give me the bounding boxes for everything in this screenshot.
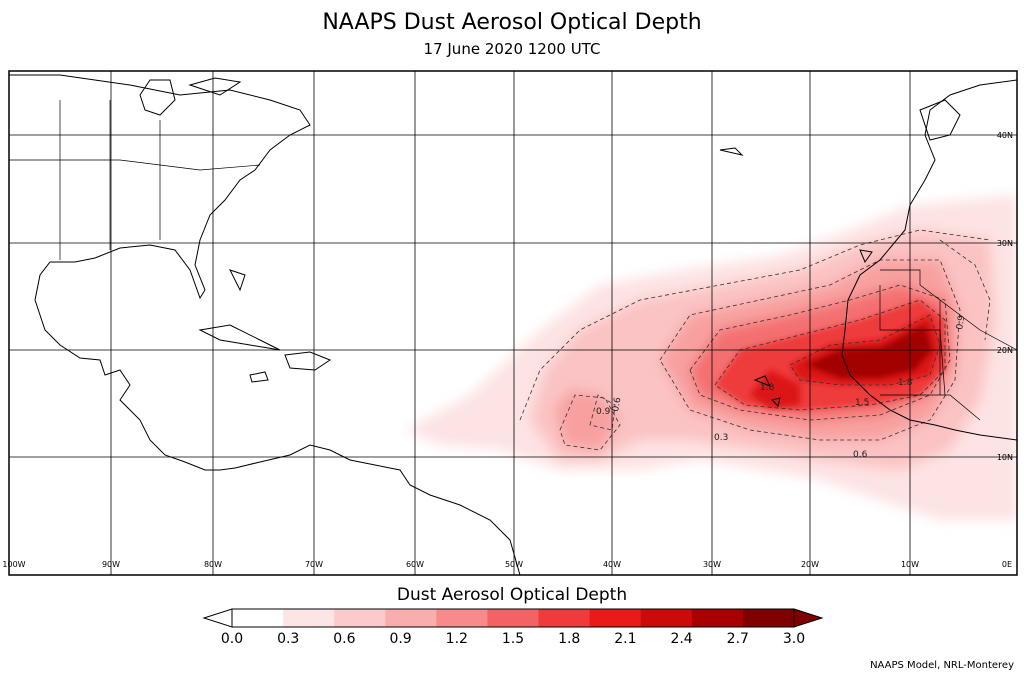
lat-label: 40N [997,131,1013,140]
colorbar-tick-label: 3.0 [783,631,805,647]
contour-label: 0.3 [714,433,728,443]
lat-labels: 40N 30N 20N 10N [997,131,1013,462]
contour-lines [519,229,991,451]
contour-label: 1.8 [898,378,913,388]
map-title: NAAPS Dust Aerosol Optical Depth [322,10,702,35]
colorbar-min-arrow [202,608,233,628]
colorbar-cell [334,609,386,627]
contour-label: 0.6 [611,396,623,412]
contour-label: 0.9 [596,407,611,417]
contour-label: 1.8 [760,383,775,393]
colorbar-cell [232,609,284,627]
graticule [9,71,1017,575]
colorbar-cell [283,609,335,627]
colorbar-tick-label: 2.4 [670,631,692,647]
colorbar-tick-label: 0.3 [277,631,299,647]
colorbar-cell [538,609,591,627]
lat-label: 20N [997,346,1013,355]
colorbar-tick-label: 1.5 [502,631,524,647]
colorbar-tick-label: 0.9 [389,631,411,647]
colorbar-max-arrow [793,608,824,628]
borders [9,100,1017,421]
model-credit: NAAPS Model, NRL-Monterey [870,660,1014,671]
contour-label: 0.6 [853,450,868,460]
lon-label: 70W [305,560,323,569]
lon-label: 90W [102,560,120,569]
dust-plume [405,195,1017,520]
colorbar-cell [640,609,693,627]
colorbar-tick-label: 1.2 [446,631,468,647]
colorbar: 0.0 0.3 0.6 0.9 1.2 1.5 1.8 2.1 2.4 2.7 3.0 [202,608,824,647]
colorbar-title: Dust Aerosol Optical Depth [396,585,628,605]
lon-label: 80W [204,560,222,569]
lon-label: 60W [406,560,424,569]
map-frame [8,70,1018,576]
map-subtitle: 17 June 2020 1200 UTC [423,40,601,58]
colorbar-cell [385,609,437,627]
lon-label: 50W [505,560,523,569]
contour-label: 1.5 [855,398,869,408]
lon-label: 30W [703,560,721,569]
colorbar-cell [742,609,795,627]
colorbar-cell [487,609,540,627]
coastlines [9,74,1017,575]
lon-labels: 100W 90W 80W 70W 60W 50W 40W 30W 20W 10W… [2,560,1012,569]
colorbar-cell [589,609,642,627]
lon-label: 100W [2,560,25,569]
contour-value-labels: 0.9 0.6 0.3 1.5 0.6 0.9 1.8 1.8 [596,314,967,460]
lon-label: 20W [801,560,819,569]
colorbar-frame [231,608,795,628]
colorbar-tick-label: 0.6 [333,631,355,647]
lon-label: 40W [603,560,621,569]
contour-label: 0.9 [955,314,967,330]
lon-label: 10W [901,560,919,569]
colorbar-tick-label: 2.1 [614,631,636,647]
lat-label: 30N [997,239,1013,248]
colorbar-cell [691,609,744,627]
colorbar-tick-label: 1.8 [558,631,580,647]
colorbar-cell [436,609,488,627]
lat-label: 10N [997,453,1013,462]
lon-label: 0E [1002,560,1012,569]
colorbar-tick-label: 0.0 [221,631,243,647]
colorbar-tick-label: 2.7 [727,631,749,647]
